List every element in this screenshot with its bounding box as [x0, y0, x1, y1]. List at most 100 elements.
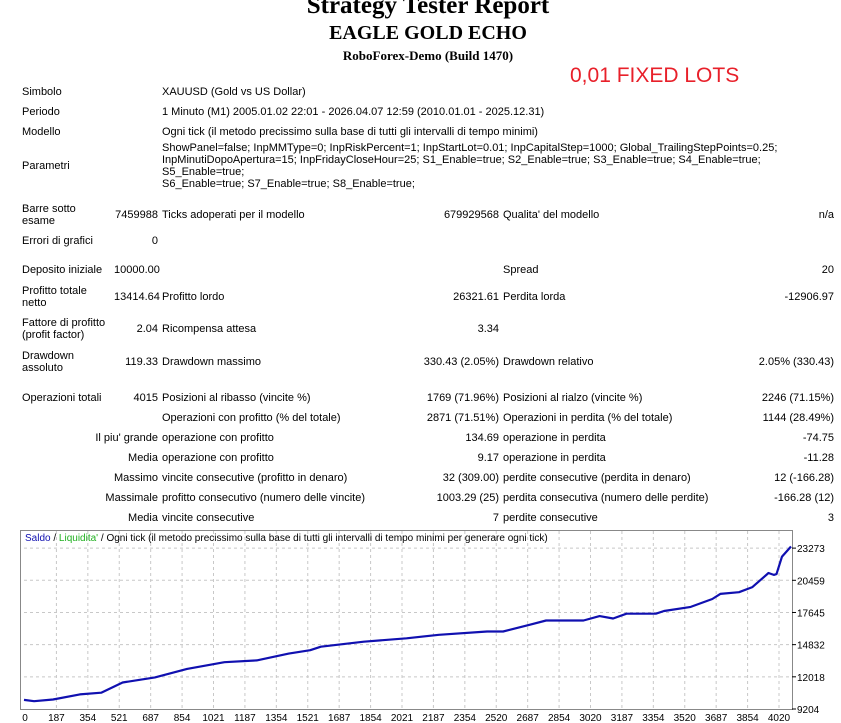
x-tick-label: 187 — [48, 713, 65, 723]
row-average: Media operazione con profitto 9.17 operazio… — [20, 448, 836, 468]
label: Drawdown relativo — [503, 356, 594, 368]
row-win-loss: Operazioni con profitto (% del totale) 28… — [20, 408, 836, 428]
value: 0 — [151, 235, 158, 247]
value: 679929568 — [443, 209, 499, 221]
value: 119.33 — [125, 356, 158, 368]
label: Errori di grafici — [22, 235, 93, 247]
legend-sep: / — [98, 533, 107, 544]
row-params: Parametri ShowPanel=false; InpMMType=0; I… — [20, 142, 836, 190]
y-tick-label: 20459 — [797, 576, 825, 587]
chart-legend: Saldo / Liquidita' / Ogni tick (il metod… — [25, 533, 548, 544]
label: Drawdown assoluto — [22, 350, 74, 374]
x-tick-label: 1521 — [297, 713, 320, 723]
row-period: Periodo 1 Minuto (M1) 2005.01.02 22:01 - … — [20, 102, 836, 122]
legend-balance: Saldo — [25, 533, 51, 544]
x-tick-label: 2354 — [454, 713, 477, 723]
value: 7 — [492, 512, 499, 524]
report-table: Simbolo XAUUSD (Gold vs US Dollar) Period… — [20, 82, 836, 528]
label: Posizioni al rialzo (vincite %) — [503, 392, 643, 404]
lots-note: 0,01 FIXED LOTS — [570, 64, 740, 87]
value: -12906.97 — [784, 291, 835, 303]
label: operazione con profitto — [162, 452, 274, 464]
x-tick-label: 3354 — [642, 713, 665, 723]
x-tick-label: 3687 — [705, 713, 728, 723]
x-tick-label: 2520 — [485, 713, 508, 723]
row-drawdown: Drawdown assoluto 119.33 Drawdown massimo 3… — [20, 348, 836, 376]
label: perdite consecutive (perdita in denaro) — [503, 472, 691, 484]
report-title: Strategy Tester Report — [306, 0, 550, 19]
value: 26321.61 — [453, 291, 499, 303]
x-tick-label: 3020 — [579, 713, 602, 723]
label: Fattore di profitto (profit factor) — [22, 317, 106, 341]
label: Parametri — [22, 160, 70, 172]
value: 2.05% (330.43) — [758, 356, 835, 368]
x-tick-label: 1187 — [234, 713, 256, 723]
label: Simbolo — [22, 86, 62, 98]
x-tick-label: 2021 — [391, 713, 414, 723]
chart-frame — [20, 530, 793, 710]
value: -166.28 (12) — [774, 492, 835, 504]
param-line: ShowPanel=false; InpMMType=0; InpRiskPer… — [162, 142, 778, 154]
row-net: Profitto totale netto 13414.64 Profitto lo… — [20, 283, 836, 311]
label: Deposito iniziale — [22, 264, 103, 276]
label: Operazioni totali — [22, 392, 102, 404]
x-tick-label: 2687 — [517, 713, 540, 723]
y-tick-label: 12018 — [797, 673, 825, 684]
value: Ogni tick (il metodo precissimo sulla ba… — [162, 126, 538, 138]
label: perdite consecutive — [503, 512, 598, 524]
row-maximal: Massimale profitto consecutivo (numero de… — [20, 488, 836, 508]
x-tick-label: 0 — [22, 713, 28, 723]
row-maximum: Massimo vincite consecutive (profitto in … — [20, 468, 836, 488]
row-trades: Operazioni totali 4015 Posizioni al ribass… — [20, 388, 836, 408]
x-tick-label: 2187 — [422, 713, 445, 723]
server-build: RoboForex-Demo (Build 1470) — [342, 48, 514, 63]
legend-equity: Liquidita' — [58, 533, 99, 544]
row-bars: Barre sotto esame 7459988 Ticks adoperati … — [20, 201, 836, 229]
x-tick-label: 4020 — [768, 713, 791, 723]
label: operazione in perdita — [503, 452, 606, 464]
x-tick-label: 521 — [111, 713, 128, 723]
value: -74.75 — [802, 432, 835, 444]
row-pf: Fattore di profitto (profit factor) 2.04 R… — [20, 315, 836, 343]
label: profitto consecutivo (numero delle vinci… — [162, 492, 365, 504]
param-line: S6_Enable=true; S7_Enable=true; S8_Enabl… — [162, 178, 415, 190]
row-largest: Il piu' grande operazione con profitto 134… — [20, 428, 836, 448]
param-line: InpMinutiDopoApertura=15; InpFridayClose… — [162, 154, 761, 178]
label: Perdita lorda — [503, 291, 566, 303]
value: 10000.00 — [114, 264, 160, 276]
row-errors: Errori di grafici 0 — [20, 231, 836, 251]
value: 7459988 — [115, 209, 158, 221]
label: Ticks adoperati per il modello — [162, 209, 305, 221]
label: Posizioni al ribasso (vincite %) — [162, 392, 311, 404]
x-tick-label: 854 — [174, 713, 191, 723]
x-tick-label: 1021 — [202, 713, 225, 723]
value: 330.43 (2.05%) — [423, 356, 499, 368]
x-tick-label: 687 — [142, 713, 159, 723]
value: 2871 (71.51%) — [426, 412, 499, 424]
value: 9.17 — [477, 452, 499, 464]
value: 2246 (71.15%) — [761, 392, 835, 404]
value: 1144 (28.49%) — [762, 412, 835, 424]
label: vincite consecutive — [162, 512, 255, 524]
legend-sep: / — [50, 533, 59, 544]
label: Massimo — [113, 472, 158, 484]
balance-line — [23, 545, 792, 703]
label: Operazioni in perdita (% del totale) — [503, 412, 673, 424]
value: 12 (-166.28) — [774, 472, 835, 484]
value: 2.04 — [136, 323, 158, 335]
value: 3 — [827, 512, 835, 524]
x-tick-label: 3854 — [736, 713, 759, 723]
x-tick-label: 354 — [79, 713, 96, 723]
value: 1 Minuto (M1) 2005.01.02 22:01 - 2026.04… — [162, 106, 545, 118]
row-symbol: Simbolo XAUUSD (Gold vs US Dollar) — [20, 82, 836, 102]
x-tick-label: 3187 — [611, 713, 634, 723]
y-tick-label: 9204 — [797, 705, 820, 716]
label: Spread — [503, 264, 539, 276]
label: vincite consecutive (profitto in denaro) — [162, 472, 348, 484]
value: XAUUSD (Gold vs US Dollar) — [162, 86, 306, 98]
label: Modello — [22, 126, 61, 138]
label: Qualita' del modello — [503, 209, 600, 221]
legend-desc: Ogni tick (il metodo precissimo sulla ba… — [106, 533, 548, 544]
label: Periodo — [22, 106, 60, 118]
